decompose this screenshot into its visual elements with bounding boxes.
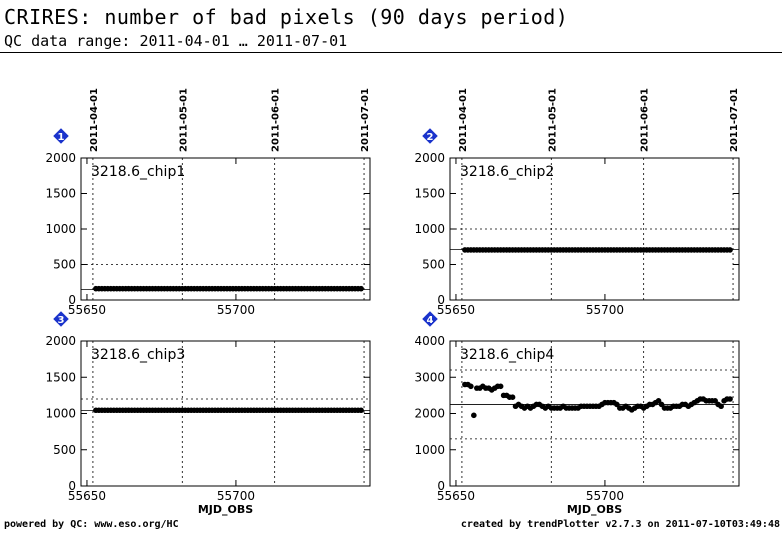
x-tick-label: 55700 — [586, 489, 624, 503]
panel-label: 3218.6_chip4 — [460, 347, 554, 363]
y-tick-label: 2000 — [414, 407, 445, 421]
y-tick-label: 2000 — [45, 151, 76, 165]
date-tick-label: 2011-07-01 — [360, 88, 371, 152]
data-point — [727, 396, 733, 402]
y-tick-label: 0 — [68, 479, 76, 493]
date-tick-label: 2011-07-01 — [729, 88, 740, 152]
panel-badge-icon — [420, 126, 440, 146]
y-tick-label: 1500 — [45, 370, 76, 384]
date-tick-label: 2011-04-01 — [89, 88, 100, 152]
y-tick-label: 0 — [437, 293, 445, 307]
panel-badge-icon — [51, 126, 71, 146]
data-point — [358, 407, 364, 414]
y-tick-label: 2000 — [45, 334, 76, 348]
chart-panel-2: 2011-04-01 2011-05-01 2011-06-01 2011-07-01… — [414, 88, 740, 317]
data-point — [471, 412, 477, 419]
y-tick-label: 2000 — [414, 151, 445, 165]
data-point — [718, 403, 724, 410]
x-tick-label: 55700 — [586, 303, 624, 317]
data-point — [727, 247, 733, 253]
y-tick-label: 0 — [437, 479, 445, 493]
y-tick-label: 1500 — [414, 187, 445, 201]
x-tick-label: 55700 — [217, 489, 255, 503]
y-tick-label: 500 — [53, 258, 76, 272]
data-point — [497, 383, 504, 390]
x-tick-label: 55650 — [437, 303, 475, 317]
date-tick-label: 2011-05-01 — [547, 88, 558, 152]
date-tick-label: 2011-05-01 — [178, 88, 189, 152]
y-tick-label: 4000 — [414, 334, 445, 348]
date-tick-label: 2011-04-01 — [458, 88, 469, 152]
x-axis-title: MJD_OBS — [567, 503, 622, 516]
y-tick-label: 0 — [68, 293, 76, 307]
footer-powered-by: powered by QC: www.eso.org/HC — [4, 519, 179, 530]
chart-panel-1: 2011-04-01 2011-05-01 2011-06-01 2011-07-01… — [45, 88, 371, 317]
date-tick-label: 2011-06-01 — [640, 88, 651, 152]
y-tick-label: 1000 — [414, 222, 445, 236]
data-point — [468, 383, 474, 390]
footer-created-by: created by trendPlotter v2.7.3 on 2011-0… — [460, 519, 780, 530]
y-tick-label: 3000 — [414, 370, 445, 384]
y-tick-label: 1000 — [414, 443, 445, 457]
panel-badge-number: 3 — [58, 315, 65, 326]
page-title: CRIRES: number of bad pixels (90 days pe… — [4, 5, 569, 29]
x-tick-label: 55650 — [437, 489, 475, 503]
panel-badge-number: 2 — [427, 132, 434, 143]
y-tick-label: 1000 — [45, 222, 76, 236]
panel-label: 3218.6_chip3 — [91, 347, 185, 363]
panel-label: 3218.6_chip1 — [91, 164, 185, 180]
panel-badge-icon — [51, 309, 71, 329]
title-divider — [0, 52, 782, 53]
x-tick-label: 55700 — [217, 303, 255, 317]
date-tick-label: 2011-06-01 — [271, 88, 282, 152]
panel-badge-number: 4 — [427, 315, 434, 326]
y-tick-label: 1000 — [45, 407, 76, 421]
x-axis-title: MJD_OBS — [198, 503, 253, 516]
data-point — [509, 394, 516, 400]
panel-badge-number: 1 — [58, 132, 65, 143]
page-subtitle: QC data range: 2011-04-01 … 2011-07-01 — [4, 32, 348, 50]
data-point — [358, 285, 364, 292]
y-tick-label: 500 — [422, 258, 445, 272]
x-tick-label: 55650 — [68, 303, 106, 317]
x-tick-label: 55650 — [68, 489, 106, 503]
y-tick-label: 1500 — [45, 187, 76, 201]
panel-label: 3218.6_chip2 — [460, 164, 554, 180]
y-tick-label: 500 — [53, 443, 76, 457]
panel-badge-icon — [420, 309, 440, 329]
